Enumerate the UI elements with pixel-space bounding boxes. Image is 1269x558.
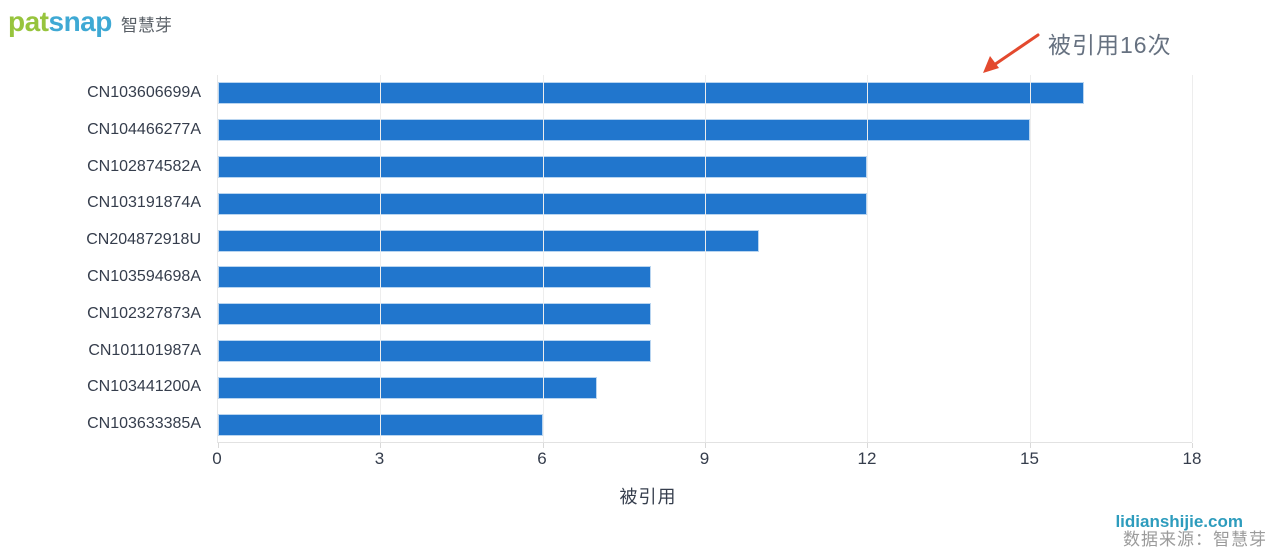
bar-CN103594698A[interactable] — [218, 266, 651, 289]
citation-bar-chart: CN103606699A CN104466277A CN102874582A CN10… — [0, 75, 1269, 515]
annotation-arrow-line — [992, 33, 1040, 67]
x-tick-label: 0 — [212, 449, 222, 468]
gridline — [705, 75, 706, 442]
gridline — [867, 75, 869, 442]
x-tick-mark — [542, 443, 544, 448]
annotation-arrowhead — [983, 56, 999, 73]
gridline — [542, 75, 544, 442]
category-label: CN103191874A — [87, 194, 201, 212]
x-tick-labels: 0 3 6 9 12 15 18 — [212, 449, 1201, 471]
category-labels: CN103606699A CN104466277A CN102874582A CN10… — [0, 75, 209, 443]
x-axis-title: 被引用 — [619, 487, 677, 507]
x-tick-label: 9 — [699, 449, 710, 468]
x-tick-label: 12 — [857, 449, 877, 468]
gridline — [1192, 75, 1193, 442]
x-tick-label: 15 — [1020, 449, 1039, 468]
bar-CN103441200A[interactable] — [218, 376, 597, 399]
category-label: CN103594698A — [87, 268, 201, 285]
annotation-label: 被引用16次 — [1048, 32, 1172, 58]
x-tick-mark — [1192, 443, 1193, 448]
category-label: CN103441200A — [87, 378, 201, 396]
x-tick-mark — [867, 443, 869, 448]
x-tick-label: 6 — [537, 449, 547, 468]
bar-CN104466277A[interactable] — [218, 119, 1030, 142]
category-label: CN103606699A — [87, 84, 201, 101]
category-label: CN102874582A — [87, 157, 201, 175]
patsnap-logo: pat snap 智慧芽 — [8, 8, 172, 36]
logo-snap: snap — [48, 6, 113, 37]
watermark-url: lidianshijie.com — [1115, 512, 1243, 531]
x-tick-mark — [380, 443, 382, 448]
category-label: CN204872918U — [86, 231, 201, 249]
logo-chinese-name: 智慧芽 — [120, 16, 172, 35]
category-label: CN101101987A — [88, 341, 201, 359]
category-label: CN103633385A — [87, 415, 201, 433]
annotation-arrow-icon — [983, 33, 1040, 73]
logo-pat: pat — [8, 6, 49, 37]
gridline — [1029, 75, 1031, 442]
bar-CN103606699A[interactable] — [218, 82, 1084, 105]
bar-CN204872918U[interactable] — [218, 229, 760, 252]
category-label: CN102327873A — [87, 304, 201, 322]
gridline — [380, 75, 382, 442]
x-tick-label: 3 — [374, 449, 385, 468]
bar-CN102327873A[interactable] — [218, 303, 651, 326]
x-tick-mark — [705, 443, 706, 448]
category-label: CN104466277A — [87, 120, 201, 138]
x-tick-mark — [1029, 443, 1031, 448]
plot-area — [217, 75, 1193, 448]
x-tick-mark — [218, 443, 219, 448]
bar-CN101101987A[interactable] — [218, 340, 651, 362]
data-source-label: 数据来源：智慧芽 — [1123, 530, 1267, 549]
x-tick-label: 18 — [1182, 449, 1202, 468]
